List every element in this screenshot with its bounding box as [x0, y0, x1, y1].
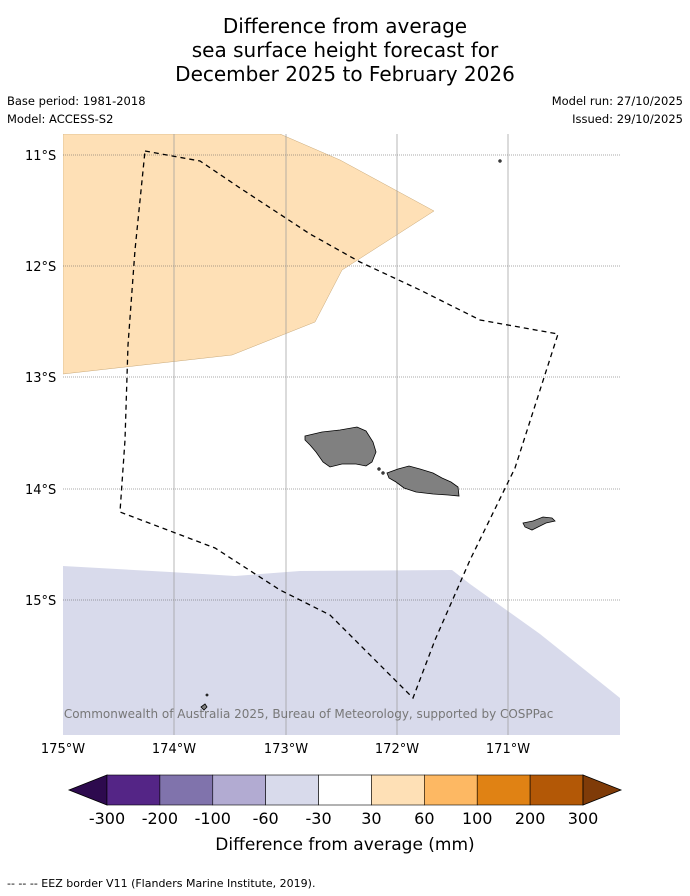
colorbar-tick-label: -200 — [142, 809, 178, 828]
lon-label-175w: 175°W — [41, 742, 85, 757]
map-area: © Commonwealth of Australia 2025, Bureau… — [48, 134, 620, 735]
title-line-3: December 2025 to February 2026 — [175, 62, 515, 86]
anomaly-positive-region — [63, 134, 435, 375]
lat-label-12s: 12°S — [25, 260, 56, 275]
colorbar-tick-label: 100 — [462, 809, 493, 828]
copyright-notice: © Commonwealth of Australia 2025, Bureau… — [48, 707, 553, 721]
colorbar-segment — [159, 774, 214, 806]
colorbar-tick-label: 200 — [515, 809, 546, 828]
issued-label: Issued: 29/10/2025 — [572, 112, 683, 126]
lon-label-174w: 174°W — [152, 742, 196, 757]
colorbar-segment — [371, 774, 425, 806]
anomaly-negative-region — [63, 566, 620, 735]
colorbar-extend-low — [67, 774, 108, 806]
lat-label-14s: 14°S — [25, 483, 56, 498]
colorbar-tick-label: -60 — [253, 809, 279, 828]
apolima-islet — [381, 471, 385, 475]
map-gridlines — [63, 134, 620, 735]
colorbar-tick-label: -300 — [89, 809, 125, 828]
model-run-label: Model run: 27/10/2025 — [551, 94, 683, 108]
colorbar-tick-label: -100 — [195, 809, 231, 828]
colorbar: -300 -200 -100 -60 -30 30 60 100 200 300 — [67, 774, 623, 828]
lat-label-13s: 13°S — [25, 371, 56, 386]
base-period-label: Base period: 1981-2018 — [7, 94, 146, 108]
model-label: Model: ACCESS-S2 — [7, 112, 114, 126]
colorbar-title: Difference from average (mm) — [215, 835, 474, 855]
colorbar-tick-label: 30 — [361, 809, 381, 828]
southwest-islet-2 — [205, 693, 209, 697]
colorbar-segment — [106, 774, 161, 806]
longitude-labels: 175°W 174°W 173°W 172°W 171°W — [41, 742, 530, 757]
colorbar-extend-high — [582, 774, 623, 806]
eez-border — [119, 150, 559, 700]
lon-label-172w: 172°W — [375, 742, 419, 757]
colorbar-segment — [529, 774, 584, 806]
lat-label-15s: 15°S — [25, 594, 56, 609]
land-masses — [200, 159, 556, 711]
colorbar-segment — [265, 774, 319, 806]
chart-title: Difference from average sea surface heig… — [0, 14, 690, 86]
colorbar-tick-label: -30 — [305, 809, 331, 828]
title-line-1: Difference from average — [222, 14, 468, 38]
colorbar-segment — [424, 774, 478, 806]
southwest-islet — [200, 703, 208, 711]
lon-label-171w: 171°W — [486, 742, 530, 757]
north-islet — [498, 159, 502, 163]
tutuila-island — [522, 516, 556, 531]
colorbar-segment — [476, 774, 531, 806]
title-line-2: sea surface height forecast for — [191, 38, 499, 62]
lat-label-11s: 11°S — [25, 149, 56, 164]
manono-islet — [377, 467, 381, 471]
colorbar-segment — [318, 774, 372, 806]
colorbar-tick-label: 300 — [568, 809, 599, 828]
colorbar-tick-label: 60 — [414, 809, 434, 828]
latitude-labels: 11°S 12°S 13°S 14°S 15°S — [25, 149, 56, 609]
eez-footnote: -- -- -- EEZ border V11 (Flanders Marine… — [7, 877, 316, 890]
savaii-island — [304, 426, 377, 468]
colorbar-segment — [212, 774, 266, 806]
lon-label-173w: 173°W — [264, 742, 308, 757]
upolu-island — [386, 465, 460, 497]
